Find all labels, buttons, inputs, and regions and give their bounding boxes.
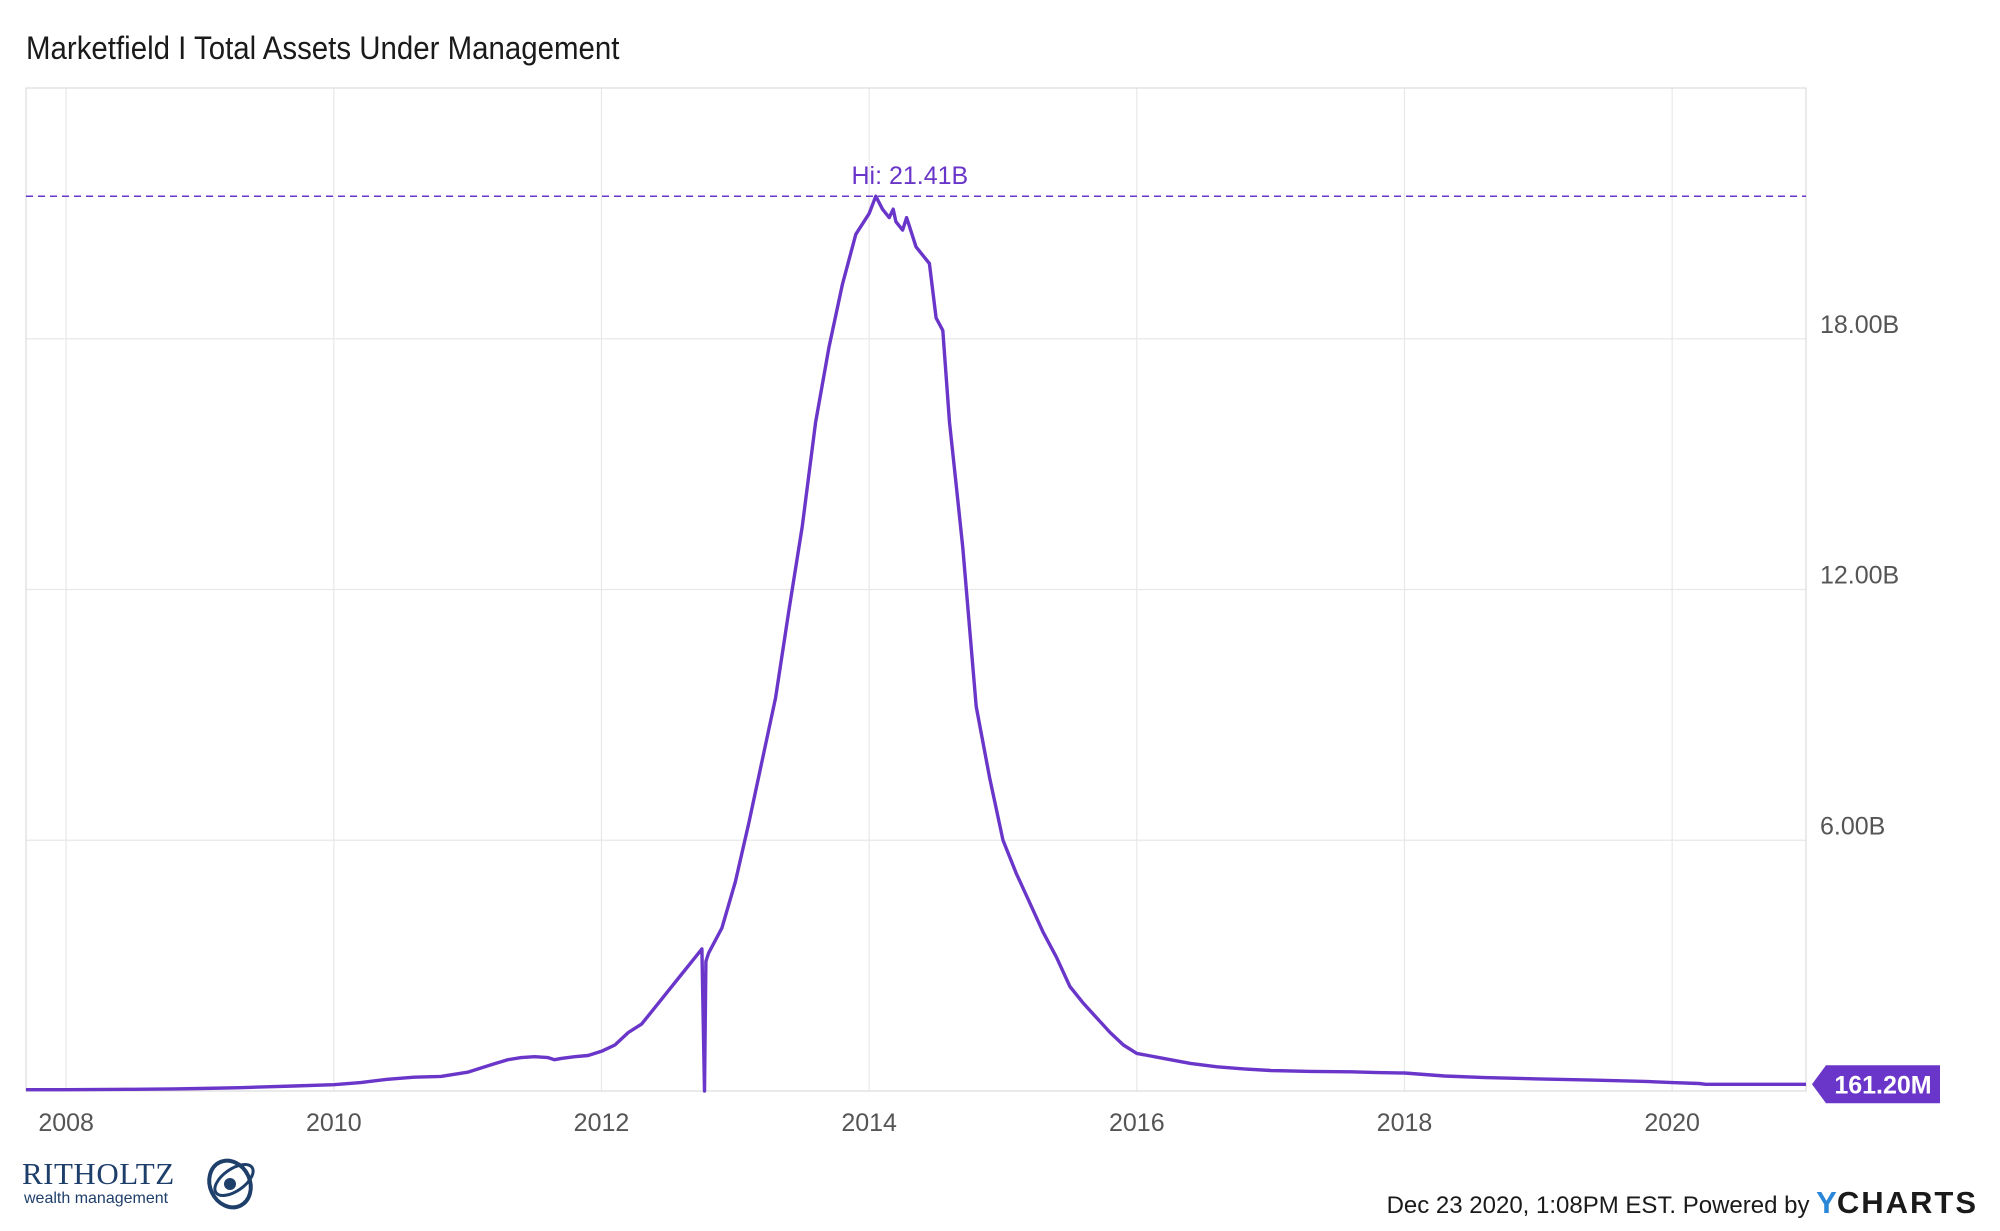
last-value-badge-bg bbox=[1812, 1065, 1940, 1104]
ycharts-brand-text: CHARTS bbox=[1836, 1185, 1978, 1220]
y-tick-label: 18.00B bbox=[1820, 311, 1899, 339]
x-axis-ticks: 2008 2010 2012 2014 2016 2018 2020 bbox=[38, 1109, 1700, 1137]
series-line bbox=[26, 194, 1806, 1093]
high-annotation-group: Hi: 21.41B bbox=[26, 162, 1806, 198]
logo-name: RITHOLTZ bbox=[22, 1156, 175, 1191]
high-annotation-label: Hi: 21.41B bbox=[851, 162, 968, 190]
x-tick-label: 2016 bbox=[1109, 1109, 1165, 1137]
x-tick-label: 2010 bbox=[306, 1109, 362, 1137]
logo-subtitle: wealth management bbox=[24, 1190, 169, 1207]
ritholtz-logo: RITHOLTZ wealth management bbox=[22, 1150, 262, 1220]
plot-border bbox=[25, 87, 1807, 1092]
x-tick-label: 2012 bbox=[574, 1109, 630, 1137]
x-tick-label: 2014 bbox=[841, 1109, 897, 1137]
y-tick-label: 12.00B bbox=[1820, 562, 1899, 590]
series-points bbox=[25, 196, 1807, 1092]
last-value-label: 161.20M bbox=[1834, 1071, 1931, 1099]
last-value-badge: 161.20M bbox=[1812, 1065, 1940, 1104]
grid bbox=[26, 88, 1806, 1091]
chart-title: Marketfield I Total Assets Under Managem… bbox=[26, 30, 620, 66]
y-axis-ticks: 6.00B 12.00B 18.00B bbox=[1820, 311, 1899, 841]
footer-timestamp: Dec 23 2020, 1:08PM EST. Powered by bbox=[1386, 1192, 1810, 1219]
y-tick-label: 6.00B bbox=[1820, 812, 1885, 840]
x-tick-label: 2020 bbox=[1644, 1109, 1700, 1137]
x-tick-label: 2018 bbox=[1377, 1109, 1433, 1137]
chart-footer: Dec 23 2020, 1:08PM EST. Powered by YCHA… bbox=[1387, 1185, 1978, 1221]
ycharts-brand-y: Y bbox=[1816, 1185, 1837, 1220]
logo-mark-icon bbox=[207, 1158, 255, 1210]
x-tick-label: 2008 bbox=[38, 1109, 94, 1137]
